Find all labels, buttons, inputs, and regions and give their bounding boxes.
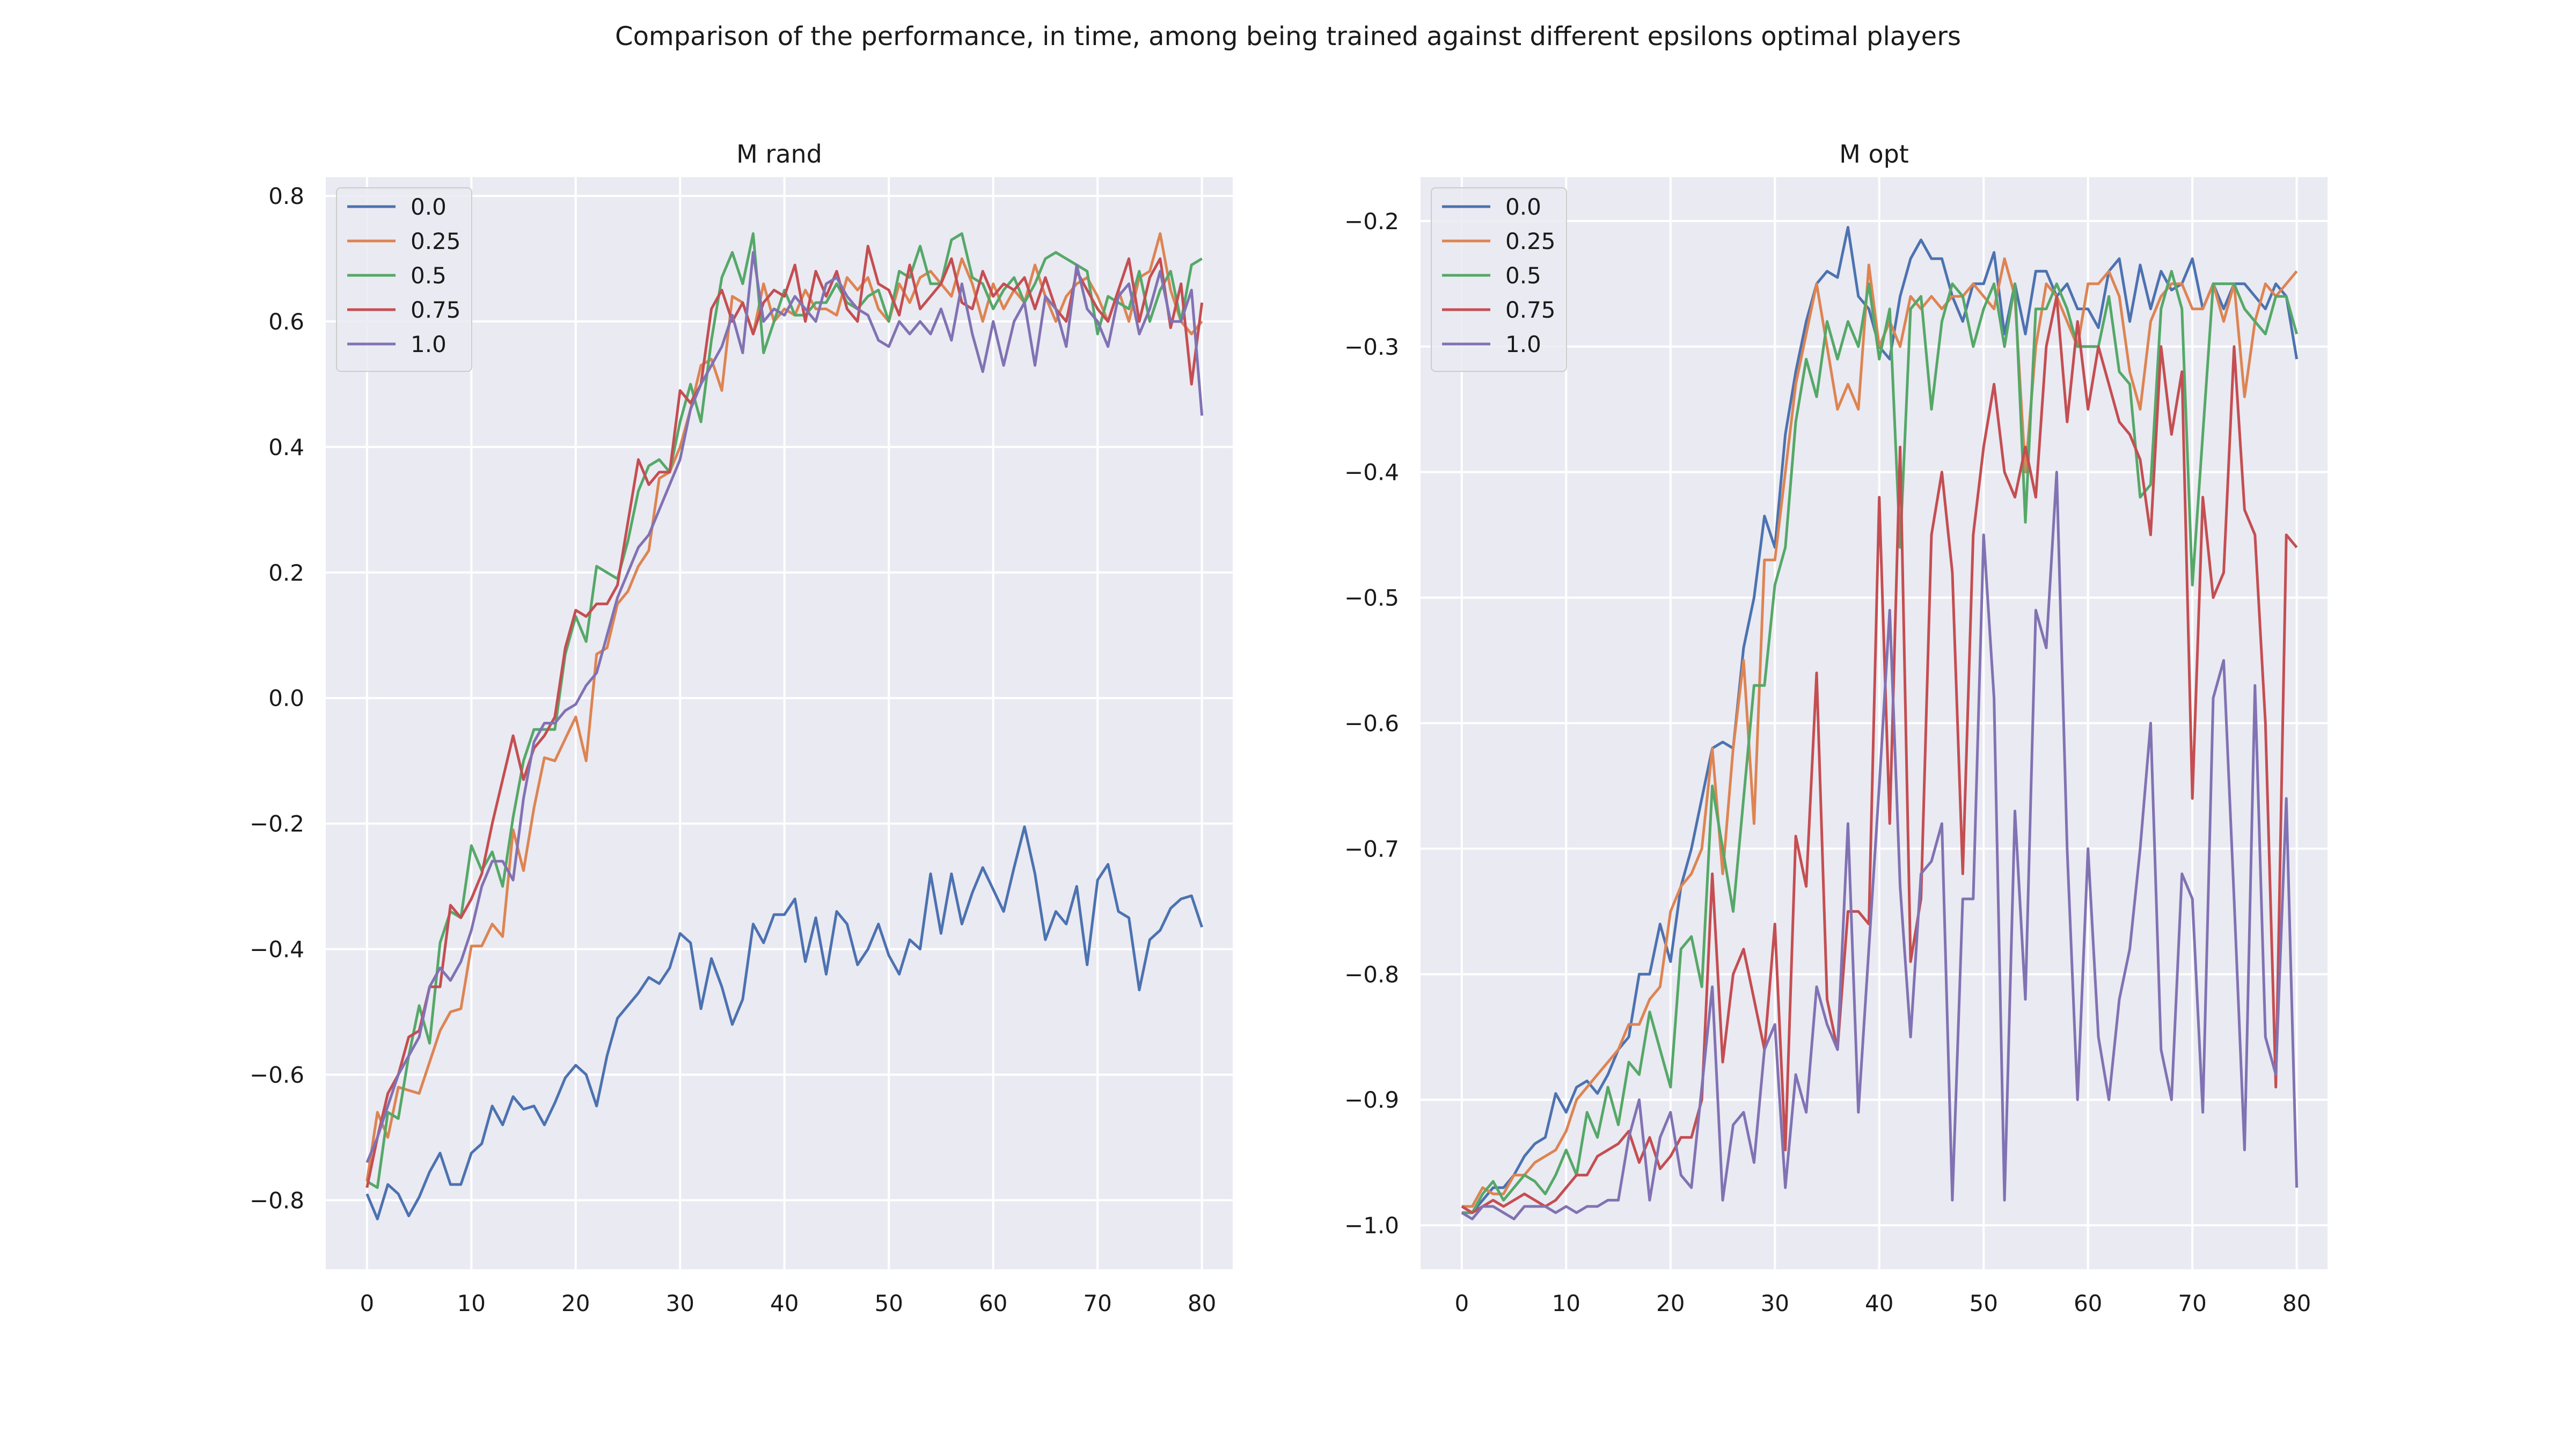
legend-label: 0.25 [411, 228, 461, 254]
series-line-0-5 [366, 232, 1203, 1189]
x-tick-label: 50 [1969, 1290, 1997, 1316]
y-tick-label: −0.7 [1344, 836, 1399, 862]
legend-label: 1.0 [411, 331, 447, 357]
y-tick-label: 0.4 [268, 434, 304, 460]
chart-title: M opt [1839, 140, 1909, 169]
x-tick-label: 80 [2282, 1290, 2311, 1316]
y-tick-label: −1.0 [1344, 1212, 1399, 1239]
x-tick-label: 10 [1552, 1290, 1580, 1316]
y-tick-label: −0.4 [1344, 459, 1399, 486]
chart-title: M rand [736, 140, 822, 169]
series-line-1-0 [1461, 471, 2299, 1220]
legend-label: 0.5 [411, 262, 447, 289]
legend-label: 0.25 [1505, 228, 1556, 254]
x-tick-label: 60 [979, 1290, 1007, 1316]
x-tick-label: 10 [457, 1290, 486, 1316]
x-tick-label: 80 [1188, 1290, 1216, 1316]
legend: 0.0 0.25 0.5 0.75 1.0 [1431, 187, 1567, 372]
legend-label: 0.75 [411, 297, 461, 323]
y-tick-label: −0.3 [1344, 334, 1399, 360]
y-tick-label: −0.2 [1344, 208, 1399, 235]
y-tick-label: −0.2 [250, 811, 304, 837]
figure-title: Comparison of the performance, in time, … [615, 21, 1961, 52]
plot-background [326, 177, 1233, 1269]
y-tick-label: 0.6 [268, 309, 304, 335]
legend-label: 0.0 [411, 194, 447, 220]
x-tick-label: 50 [874, 1290, 903, 1316]
series-line-0-25 [365, 232, 1203, 1182]
chart-panel-m-opt: 0 10 20 30 40 50 60 70 80 −1.0 −0.9 −0.8 −0.7 −0.6 −0.… [1344, 140, 2328, 1316]
legend-label: 0.0 [1505, 194, 1541, 220]
x-tick-label: 60 [2074, 1290, 2102, 1316]
y-tick-label: −0.5 [1344, 585, 1399, 611]
legend-label: 1.0 [1505, 331, 1541, 357]
y-tick-label: −0.6 [1344, 711, 1399, 737]
chart-panel-m-rand: 0 10 20 30 40 50 60 70 80 −0.8 −0.6 −0.4 −0.2 0.0 0.2 0… [250, 140, 1233, 1316]
legend-label: 0.75 [1505, 297, 1556, 323]
x-tick-label: 40 [770, 1290, 799, 1316]
series-line-0-25 [1461, 257, 2298, 1208]
y-tick-label: 0.0 [268, 685, 304, 712]
x-tick-label: 30 [1761, 1290, 1789, 1316]
legend-frame [336, 187, 472, 372]
x-tick-label: 20 [561, 1290, 590, 1316]
y-tick-label: −0.6 [250, 1062, 304, 1088]
x-tick-label: 70 [2178, 1290, 2206, 1316]
series-line-0-75 [365, 245, 1204, 1188]
x-tick-label: 70 [1083, 1290, 1111, 1316]
x-tick-label: 40 [1865, 1290, 1893, 1316]
y-tick-label: −0.9 [1344, 1087, 1399, 1113]
y-tick-label: 0.2 [268, 560, 304, 586]
series-line-1-0 [365, 251, 1204, 1163]
legend-label: 0.5 [1505, 262, 1541, 289]
legend-frame [1431, 187, 1567, 372]
x-tick-label: 30 [666, 1290, 694, 1316]
y-tick-label: −0.4 [250, 936, 304, 963]
x-tick-label: 0 [360, 1290, 374, 1316]
legend: 0.0 0.25 0.5 0.75 1.0 [336, 187, 472, 372]
y-tick-label: −0.8 [250, 1187, 304, 1213]
y-tick-label: 0.8 [268, 183, 304, 209]
series-line-0-5 [1461, 269, 2299, 1214]
series-line-0-75 [1461, 295, 2298, 1214]
series-line-0-0 [365, 825, 1203, 1220]
x-tick-label: 20 [1656, 1290, 1685, 1316]
y-tick-label: −0.8 [1344, 961, 1399, 987]
x-tick-label: 0 [1454, 1290, 1469, 1316]
